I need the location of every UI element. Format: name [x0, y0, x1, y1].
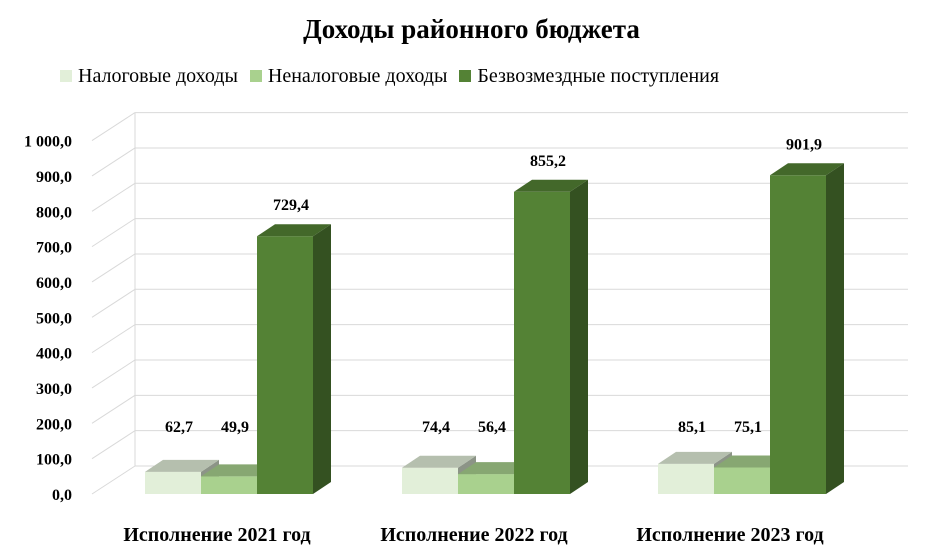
bar-top [458, 462, 532, 475]
bar-front [770, 175, 826, 494]
legend-label-nontax: Неналоговые доходы [267, 64, 448, 87]
category-label: Исполнение 2021 год [123, 524, 310, 546]
bar-side [313, 224, 331, 494]
y-tick-label: 900,0 [36, 169, 72, 186]
bar-front [257, 236, 313, 494]
bar-top [658, 451, 732, 464]
bar-top [257, 224, 331, 237]
bar-front [514, 191, 570, 494]
legend-label-grants: Безвозмездные поступления [477, 64, 720, 87]
data-label: 56,4 [478, 419, 506, 436]
y-tick-label: 300,0 [36, 381, 72, 398]
bar-top [770, 163, 844, 176]
y-tick-label: 0,0 [52, 487, 72, 504]
data-label: 49,9 [221, 419, 249, 436]
bar-top [145, 459, 219, 472]
y-tick-label: 1 000,0 [24, 134, 72, 151]
gridline-diagonal [91, 147, 136, 177]
legend-swatch-nontax [249, 70, 262, 82]
legend-item-nontax: Неналоговые доходы [249, 64, 448, 88]
y-tick-label: 800,0 [36, 204, 72, 221]
bar-front [402, 467, 458, 494]
gridline-diagonal [91, 218, 136, 248]
data-label: 75,1 [734, 419, 762, 436]
legend-label-tax: Налоговые доходы [78, 64, 238, 87]
bar-front [714, 467, 770, 494]
gridline-diagonal [91, 253, 136, 283]
y-tick-label: 700,0 [36, 240, 72, 257]
y-tick-label: 500,0 [36, 310, 72, 327]
gridline-diagonal [91, 324, 136, 354]
data-label: 85,1 [678, 419, 706, 436]
category-label: Исполнение 2022 год [380, 524, 567, 546]
data-label: 901,9 [786, 136, 822, 153]
legend-swatch-tax [60, 70, 72, 82]
chart-title: Доходы районного бюджета [303, 14, 640, 44]
gridline-diagonal [91, 359, 136, 389]
bar-side [826, 163, 844, 494]
bar-top [201, 464, 275, 477]
legend-swatch-grants [459, 70, 472, 82]
gridline-diagonal [91, 465, 136, 495]
data-label: 729,4 [273, 197, 309, 214]
bar-front [458, 474, 514, 494]
legend-item-grants: Безвозмездные поступления [459, 65, 719, 88]
gridline-diagonal [91, 288, 136, 318]
legend-item-tax: Налоговые доходы [60, 65, 238, 88]
gridline-diagonal [91, 430, 136, 460]
bar-top [714, 455, 788, 468]
y-tick-label: 100,0 [36, 452, 72, 469]
chart-legend: Налоговые доходы Неналоговые доходы Безв… [60, 64, 731, 88]
y-tick-label: 400,0 [36, 346, 72, 363]
data-label: 855,2 [530, 153, 566, 170]
y-tick-label: 200,0 [36, 416, 72, 433]
gridline-diagonal [91, 394, 136, 424]
gridline-diagonal [91, 112, 136, 142]
bar-front [145, 471, 201, 494]
bar-front [201, 476, 257, 494]
bar-top [402, 455, 476, 468]
y-tick-label: 600,0 [36, 275, 72, 292]
data-label: 62,7 [165, 419, 193, 436]
gridline-diagonal [91, 182, 136, 212]
bar-top [514, 179, 588, 192]
bar-front [658, 463, 714, 494]
data-label: 74,4 [422, 419, 450, 436]
bar-side [570, 179, 588, 494]
category-label: Исполнение 2023 год [636, 524, 823, 546]
